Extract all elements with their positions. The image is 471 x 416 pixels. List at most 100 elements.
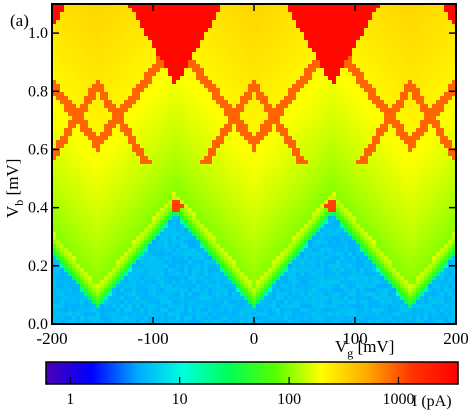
heatmap-cell [276,140,281,145]
heatmap-cell [128,160,133,165]
heatmap-cell [340,8,345,13]
heatmap-cell [196,72,201,77]
heatmap-cell [100,116,105,121]
heatmap-cell [184,140,189,145]
heatmap-cell [452,80,456,85]
heatmap-cell [272,72,277,77]
heatmap-cell [220,180,225,185]
heatmap-cell [56,152,61,157]
heatmap-cell [196,148,201,153]
heatmap-cell [304,88,309,93]
heatmap-cell [328,188,333,193]
heatmap-cell [280,4,285,9]
heatmap-cell [424,192,429,197]
heatmap-cell [212,120,217,125]
heatmap-cell [192,132,197,137]
heatmap-cell [244,168,249,173]
heatmap-cell [340,124,345,129]
heatmap-cell [392,32,397,37]
heatmap-cell [272,80,277,85]
heatmap-cell [440,172,445,177]
heatmap-cell [224,160,229,165]
heatmap-cell [452,116,456,121]
heatmap-cell [380,172,385,177]
heatmap-cell [52,180,57,185]
heatmap-cell [248,132,253,137]
heatmap-cell [120,164,125,169]
heatmap-cell [144,148,149,153]
heatmap-cell [256,156,261,161]
heatmap-cell [132,184,137,189]
heatmap-cell [416,4,421,9]
heatmap-cell [152,156,157,161]
heatmap-cell [432,116,437,121]
heatmap-cell [396,156,401,161]
heatmap-cell [216,176,221,181]
heatmap-cell [336,156,341,161]
heatmap-cell [100,36,105,41]
heatmap-cell [412,128,417,133]
heatmap-cell [340,16,345,21]
heatmap-cell [372,148,377,153]
heatmap-cell [284,64,289,69]
heatmap-cell [348,152,353,157]
heatmap-cell [340,84,345,89]
heatmap-cell [168,112,173,117]
heatmap-cell [128,24,133,29]
heatmap-cell [404,48,409,53]
heatmap-cell [132,92,137,97]
heatmap-cell [92,108,97,113]
heatmap-cell [412,20,417,25]
heatmap-cell [160,68,165,73]
heatmap-cell [420,16,425,21]
heatmap-cell [440,116,445,121]
heatmap-cell [436,92,441,97]
heatmap-cell [244,140,249,145]
heatmap-cell [340,136,345,141]
heatmap-cell [108,68,113,73]
heatmap-cell [364,140,369,145]
heatmap-cell [160,64,165,69]
heatmap-cell [192,4,197,9]
heatmap-cell [56,40,61,45]
heatmap-cell [396,20,401,25]
heatmap-cell [84,92,89,97]
heatmap-cell [236,160,241,165]
heatmap-cell [360,152,365,157]
heatmap-cell [192,148,197,153]
heatmap-cell [292,192,297,197]
heatmap-cell [392,172,397,177]
heatmap-cell [308,196,313,201]
heatmap-cell [276,12,281,17]
heatmap-cell [80,28,85,33]
heatmap-cell [384,4,389,9]
heatmap-cell [204,184,209,189]
heatmap-cell [268,64,273,69]
heatmap-cell [136,68,141,73]
heatmap-cell [444,8,449,13]
heatmap-cell [228,160,233,165]
heatmap-cell [364,4,369,9]
heatmap-cell [180,60,185,65]
heatmap-cell [280,76,285,81]
heatmap-cell [88,52,93,57]
heatmap-cell [444,104,449,109]
heatmap-cell [328,148,333,153]
heatmap-cell [420,76,425,81]
heatmap-cell [140,200,145,205]
heatmap-cell [140,156,145,161]
heatmap-cell [404,180,409,185]
heatmap-cell [76,192,81,197]
heatmap-cell [228,88,233,93]
heatmap-cell [76,160,81,165]
heatmap-cell [180,200,185,205]
heatmap-cell [384,28,389,33]
heatmap-cell [116,180,121,185]
heatmap-cell [220,100,225,105]
heatmap-cell [392,16,397,21]
heatmap-cell [248,112,253,117]
heatmap-cell [284,180,289,185]
heatmap-cell [100,132,105,137]
heatmap-cell [348,180,353,185]
heatmap-cell [128,192,133,197]
